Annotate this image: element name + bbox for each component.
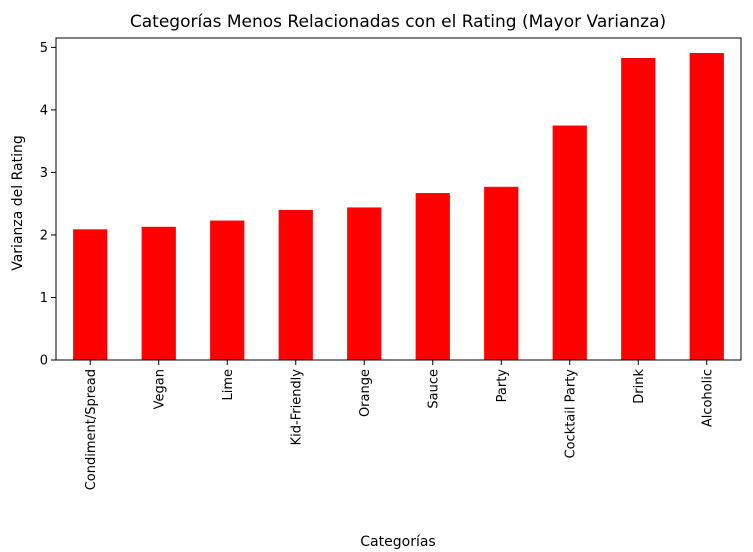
bar-alcoholic (689, 53, 724, 360)
bar-sauce (415, 193, 450, 360)
bar-orange (347, 207, 382, 360)
bar-drink (621, 58, 656, 361)
bar-party (484, 186, 519, 360)
bar-vegan (141, 226, 176, 360)
y-tick-label: 0 (40, 354, 48, 369)
x-tick-label: Cocktail Party (563, 369, 578, 459)
x-tick-label: Sauce (426, 369, 441, 409)
plot-frame (55, 37, 742, 361)
bar-cocktail-party (552, 125, 587, 360)
x-tick-label: Vegan (152, 369, 167, 409)
y-tick-label: 2 (40, 228, 48, 243)
y-axis-label: Varianza del Rating (10, 135, 26, 271)
x-tick-label: Kid-Friendly (289, 369, 304, 446)
bars-group (73, 53, 724, 361)
y-axis: 0 1 2 3 4 5 (40, 41, 56, 369)
x-tick-label: Lime (221, 369, 236, 401)
bar-kid-friendly (278, 209, 313, 360)
y-tick-label: 3 (40, 166, 48, 181)
y-tick-label: 4 (40, 103, 48, 118)
y-tick-label: 5 (40, 41, 48, 56)
x-tick-label: Orange (358, 369, 373, 417)
x-axis-label: Categorías (360, 534, 435, 550)
chart-title: Categorías Menos Relacionadas con el Rat… (130, 12, 666, 32)
x-tick-label: Alcoholic (700, 369, 715, 427)
x-tick-label: Party (495, 369, 510, 403)
y-tick-label: 1 (40, 291, 48, 306)
x-axis: Condiment/Spread Vegan Lime Kid-Friendly Ora… (84, 360, 715, 490)
x-tick-label: Condiment/Spread (84, 369, 99, 490)
bar-condiment-spread (73, 229, 108, 360)
bar-lime (210, 220, 245, 360)
x-tick-label: Drink (632, 369, 647, 404)
